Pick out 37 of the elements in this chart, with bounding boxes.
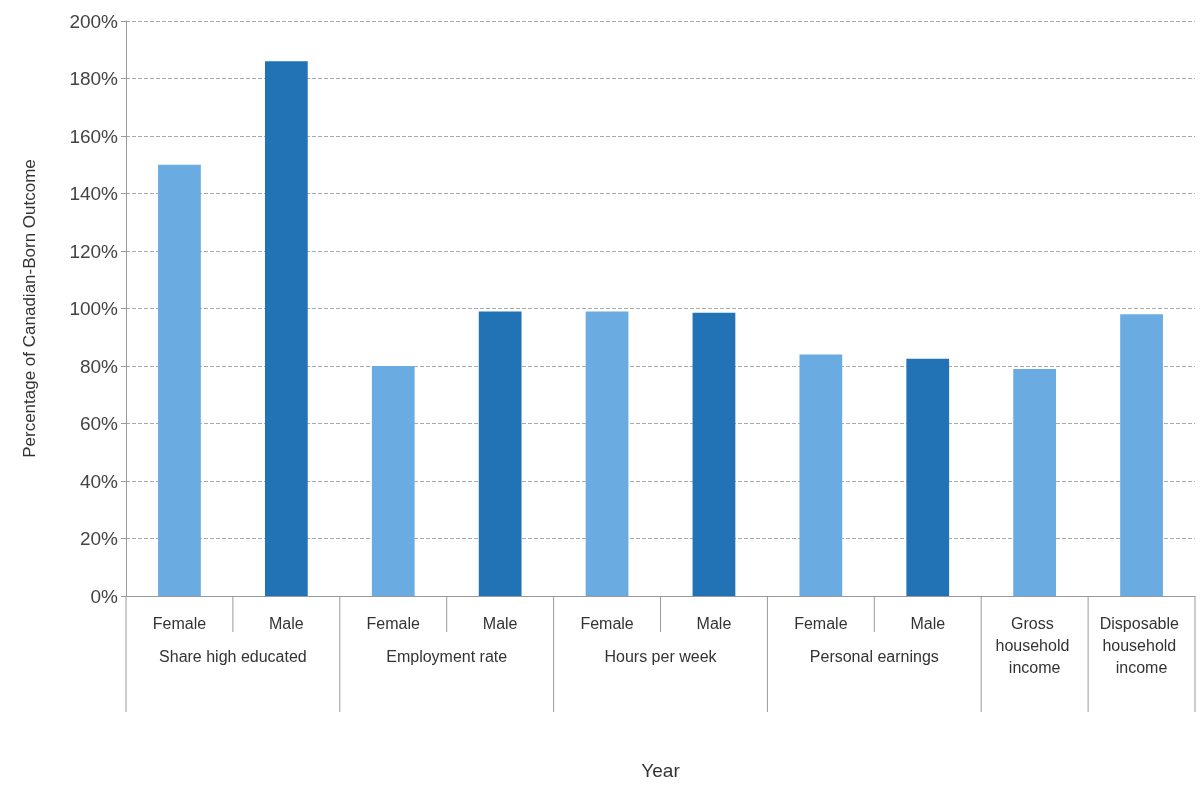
bar — [478, 311, 522, 596]
bar — [585, 311, 629, 596]
bar — [158, 164, 201, 596]
bar — [1013, 368, 1057, 596]
y-tick-label: 160% — [69, 125, 119, 147]
y-axis-title: Percentage of Canadian-Born Outcome — [20, 159, 39, 458]
bar — [692, 312, 736, 596]
x-tick-label: Male — [696, 614, 732, 632]
y-tick-label: 120% — [69, 240, 119, 262]
y-tick-label: 60% — [79, 413, 119, 434]
x-tick-label: Male — [910, 614, 946, 632]
text: Share high educated — [159, 647, 307, 665]
y-tick-label: 140% — [69, 183, 119, 204]
y-tick-label: 180% — [69, 68, 119, 89]
x-tick-label: Female — [580, 614, 634, 632]
x-tick-label: Male — [482, 614, 518, 632]
bar — [371, 366, 415, 596]
bar — [799, 354, 843, 596]
x-tick-label: Female — [794, 614, 848, 632]
x-tick-label: Gross household income — [995, 614, 1074, 676]
bar — [264, 61, 308, 596]
y-tick-label: 20% — [79, 528, 119, 549]
bar — [1120, 314, 1163, 596]
text: Personal earnings — [809, 647, 939, 665]
y-tick-label: 200% — [69, 10, 119, 32]
x-tick-label: Male — [269, 614, 304, 632]
bar — [906, 358, 950, 596]
x-axis-title: Year — [641, 760, 681, 781]
x-tick-label: Female — [152, 614, 207, 632]
x-tick-label: Female — [366, 614, 421, 632]
text: Employment rate — [386, 647, 508, 665]
text: Hours per week — [604, 647, 718, 665]
y-tick-label: 80% — [79, 355, 119, 377]
y-tick-label: 40% — [79, 470, 119, 492]
y-tick-label: 0% — [90, 585, 119, 607]
x-tick-label: Disposable household income — [1099, 614, 1184, 676]
y-tick-label: 100% — [69, 298, 119, 319]
